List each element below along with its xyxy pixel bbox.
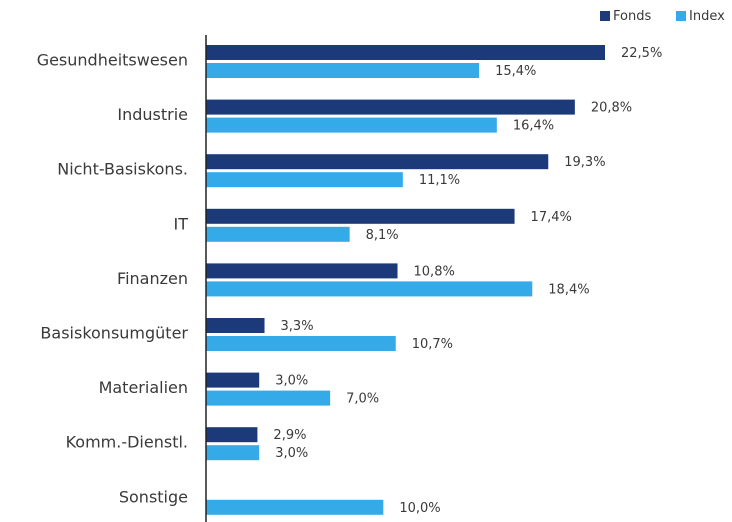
bar <box>206 445 260 461</box>
legend-swatch <box>676 11 686 21</box>
value-label: 15,4% <box>495 64 536 79</box>
category-label: Industrie <box>117 105 188 124</box>
value-label: 10,7% <box>412 337 453 352</box>
bar <box>206 45 605 60</box>
category-label: Finanzen <box>117 269 188 288</box>
category-label: Komm.-Dienstl. <box>66 433 188 452</box>
bar <box>206 390 331 406</box>
value-label: 11,1% <box>419 173 460 188</box>
legend-label: Fonds <box>613 9 651 24</box>
value-label: 10,0% <box>399 501 440 516</box>
value-label: 16,4% <box>513 119 554 134</box>
bar <box>206 226 350 242</box>
bar <box>206 499 384 515</box>
bar <box>206 99 575 115</box>
bar <box>206 117 497 133</box>
bar <box>206 372 260 388</box>
value-label: 7,0% <box>346 392 379 407</box>
bar <box>206 154 549 170</box>
bar <box>206 63 480 78</box>
bar <box>206 281 533 297</box>
category-label: IT <box>174 214 189 233</box>
value-label: 10,8% <box>414 264 455 279</box>
value-label: 19,3% <box>564 155 605 170</box>
bar <box>206 336 396 351</box>
bar <box>206 427 258 443</box>
category-label: Materialien <box>99 378 188 397</box>
bar <box>206 172 403 188</box>
bar <box>206 318 265 333</box>
legend-label: Index <box>689 9 725 24</box>
category-label: Sonstige <box>119 487 188 506</box>
legend-swatch <box>600 11 610 21</box>
value-label: 18,4% <box>548 282 589 297</box>
value-label: 22,5% <box>621 46 662 61</box>
category-label: Basiskonsumgüter <box>40 324 188 343</box>
value-label: 17,4% <box>531 210 572 225</box>
category-label: Gesundheitswesen <box>37 51 188 70</box>
value-label: 20,8% <box>591 101 632 116</box>
value-label: 3,0% <box>275 446 308 461</box>
bar <box>206 208 515 224</box>
value-label: 3,0% <box>275 374 308 389</box>
category-label: Nicht-Basiskons. <box>57 160 188 179</box>
bar <box>206 263 398 279</box>
value-label: 8,1% <box>366 228 399 243</box>
value-label: 2,9% <box>273 428 306 443</box>
value-label: 3,3% <box>281 319 314 334</box>
